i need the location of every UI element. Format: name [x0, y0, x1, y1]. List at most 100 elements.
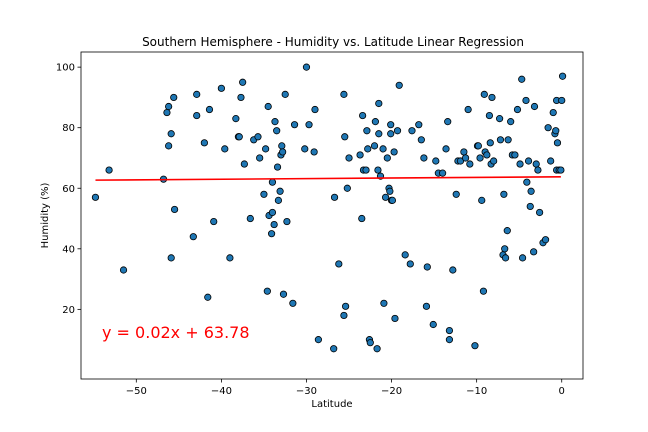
data-point: [452, 190, 460, 198]
data-point: [290, 121, 299, 129]
data-point: [387, 130, 395, 138]
data-point: [532, 160, 540, 168]
data-point: [204, 293, 212, 301]
data-point: [343, 184, 351, 192]
data-point: [547, 157, 555, 165]
data-point: [516, 160, 524, 168]
data-point: [235, 133, 243, 141]
data-point: [379, 145, 387, 153]
data-point: [341, 133, 349, 141]
y-tick-label: 60: [62, 184, 75, 195]
data-point: [552, 127, 560, 135]
data-point: [237, 93, 245, 102]
data-point: [395, 81, 403, 89]
data-point: [362, 166, 370, 174]
data-point: [278, 142, 286, 150]
data-point: [558, 72, 567, 80]
data-point: [274, 196, 282, 204]
data-point: [105, 166, 113, 174]
data-point: [513, 105, 522, 114]
data-point: [167, 254, 175, 262]
data-point: [310, 148, 318, 156]
data-point: [370, 142, 379, 150]
data-point: [503, 227, 511, 235]
data-point: [170, 93, 178, 102]
data-point: [170, 205, 179, 214]
data-point: [549, 108, 557, 117]
data-point: [366, 339, 374, 347]
data-point: [226, 254, 234, 262]
y-tick-label: 20: [62, 305, 75, 316]
data-point: [471, 342, 479, 350]
data-point: [464, 105, 472, 114]
data-point: [417, 136, 425, 144]
data-point: [358, 214, 366, 223]
axes: −50 −40 −30 −20 −10 0 20 40 60 80 100: [56, 63, 565, 397]
data-point: [268, 208, 277, 217]
data-point: [432, 157, 440, 165]
y-axis-label: Humidity (%): [40, 182, 51, 248]
data-point: [408, 127, 416, 135]
x-tick-label: −10: [466, 386, 487, 397]
data-point: [340, 311, 348, 320]
data-point: [200, 139, 208, 147]
data-point: [263, 287, 271, 295]
y-tick-label: 100: [56, 63, 75, 74]
data-point: [256, 154, 264, 162]
x-tick-label: −40: [211, 386, 232, 397]
data-point: [273, 127, 281, 135]
data-point: [383, 154, 391, 162]
data-point: [530, 102, 539, 111]
data-point: [363, 127, 371, 135]
data-point: [460, 148, 468, 156]
data-point: [205, 105, 214, 114]
data-point: [483, 151, 491, 159]
data-point: [335, 260, 343, 268]
data-point: [490, 157, 498, 165]
data-point: [526, 202, 534, 211]
regression-line-group: [95, 176, 561, 181]
data-point: [391, 314, 399, 323]
data-point: [289, 299, 297, 307]
data-point: [210, 217, 218, 226]
data-point: [330, 193, 339, 201]
data-point: [524, 157, 533, 165]
data-point: [386, 187, 394, 195]
data-point: [401, 251, 409, 259]
data-point: [246, 214, 254, 223]
data-point: [429, 320, 437, 329]
data-point: [359, 111, 367, 120]
data-point: [501, 254, 510, 262]
data-point: [271, 118, 279, 126]
data-point: [356, 151, 364, 159]
data-point: [478, 196, 486, 204]
data-point: [496, 136, 505, 144]
data-point: [449, 266, 457, 274]
data-point: [501, 245, 509, 253]
data-point: [345, 154, 353, 162]
data-point: [254, 133, 262, 141]
data-point: [273, 163, 282, 171]
data-point: [279, 148, 287, 156]
data-point: [486, 139, 494, 147]
data-point: [518, 254, 527, 262]
data-point: [239, 78, 247, 86]
data-point: [511, 151, 519, 159]
data-point: [442, 145, 450, 153]
data-point: [496, 115, 504, 123]
data-point: [371, 118, 379, 126]
data-point: [466, 160, 474, 168]
data-point: [301, 145, 309, 153]
plot-frame: [80, 51, 584, 380]
data-point: [523, 178, 531, 186]
data-point: [268, 178, 277, 186]
data-point: [541, 236, 550, 244]
data-point: [165, 142, 173, 150]
chart-title: Southern Hemisphere - Humidity vs. Latit…: [142, 35, 524, 49]
data-point: [534, 166, 542, 174]
data-point: [444, 118, 452, 126]
data-point: [375, 130, 383, 138]
data-point: [388, 196, 397, 204]
data-point: [500, 190, 508, 198]
